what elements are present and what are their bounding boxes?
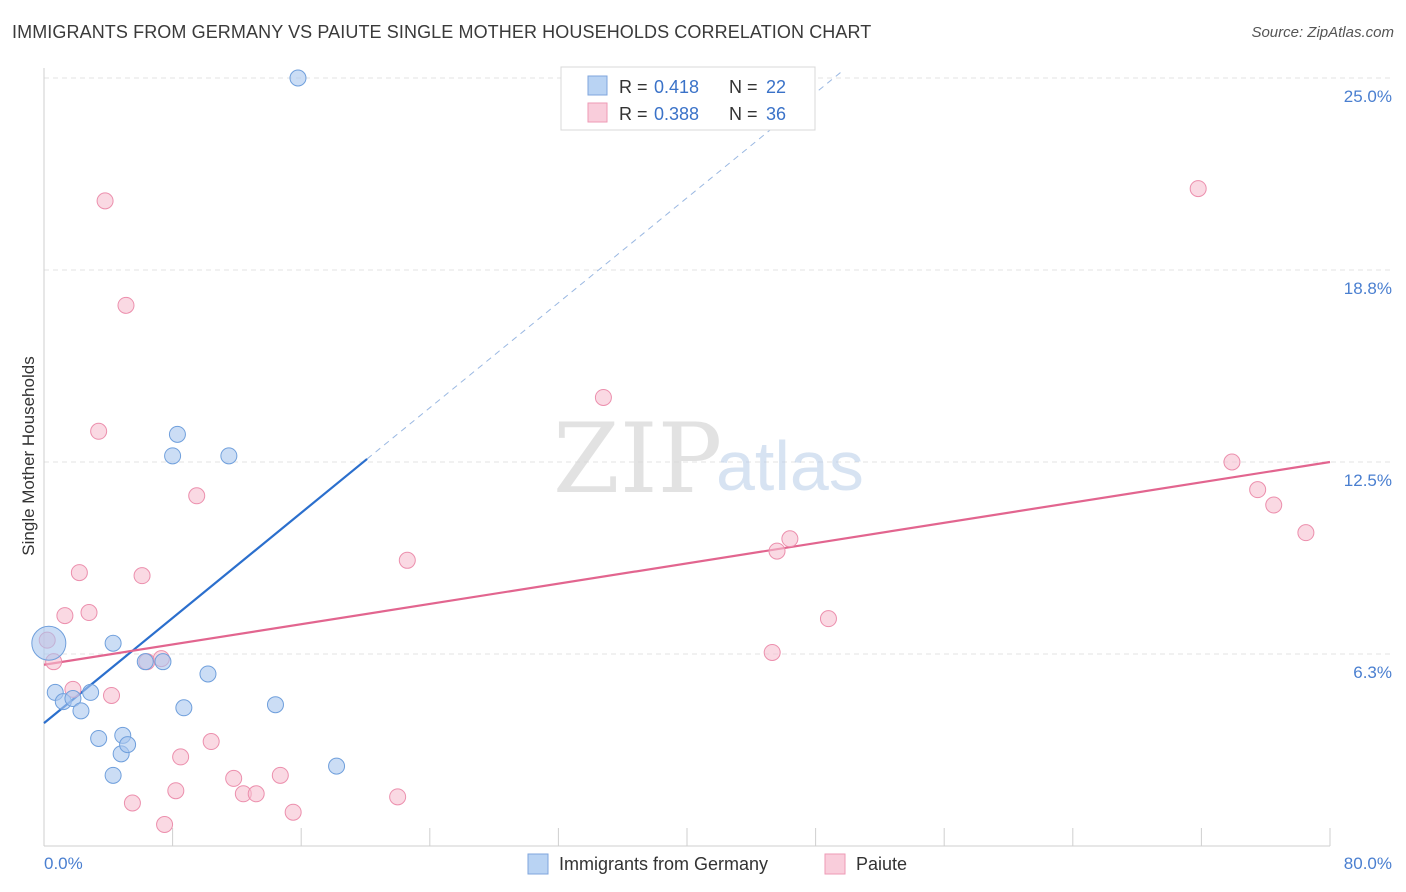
germany-point (64, 690, 82, 708)
paiute-point (1249, 481, 1267, 499)
watermark: ZIP atlas (553, 403, 864, 515)
trend-line-paiute (43, 460, 1331, 666)
legend-bottom: Immigrants from Germany Paiute (527, 853, 907, 875)
paiute-point (284, 803, 302, 821)
trend-line-germany (43, 458, 368, 724)
germany-point (175, 699, 193, 717)
paiute-point (96, 192, 114, 210)
germany-point (199, 665, 217, 683)
paiute-point (202, 733, 220, 751)
germany-point (266, 696, 284, 714)
y-tick-label: 18.8% (1344, 279, 1392, 298)
axes (43, 68, 1331, 847)
legend-n-value-germany: 22 (766, 77, 786, 97)
germany-point (72, 702, 90, 720)
germany-point (289, 69, 307, 87)
germany-point (168, 425, 186, 443)
paiute-point (133, 567, 151, 585)
x-tick-label-min: 0.0% (44, 854, 83, 873)
germany-point (82, 683, 100, 701)
germany-point (90, 729, 108, 747)
watermark-zip: ZIP (553, 403, 722, 515)
legend-r-label-germany: R = (619, 77, 648, 97)
paiute-point (188, 487, 206, 505)
paiute-point (247, 785, 265, 803)
paiute-point (1265, 496, 1283, 514)
germany-point (31, 625, 67, 661)
legend-r-label-paiute: R = (619, 104, 648, 124)
germany-point (104, 766, 122, 784)
germany-point (104, 634, 122, 652)
paiute-point (781, 530, 799, 548)
paiute-point (389, 788, 407, 806)
germany-point (154, 653, 172, 671)
bottom-legend-swatch-germany (527, 853, 549, 875)
paiute-point (819, 610, 837, 628)
paiute-point (90, 422, 108, 440)
paiute-point (70, 564, 88, 582)
germany-point (164, 447, 182, 465)
germany-point (220, 447, 238, 465)
paiute-point (1223, 453, 1241, 471)
paiute-point (271, 766, 289, 784)
bottom-legend-label-paiute: Paiute (856, 854, 907, 874)
paiute-point (80, 604, 98, 622)
legend-n-label-paiute: N = (729, 104, 758, 124)
paiute-point (398, 551, 416, 569)
germany-point (136, 653, 154, 671)
paiute-point (594, 388, 612, 406)
trend-lines (43, 71, 1331, 724)
germany-point (119, 736, 137, 754)
y-tick-label: 6.3% (1353, 663, 1392, 682)
paiute-point (123, 794, 141, 812)
trend-line-germany-extension (366, 71, 842, 460)
legend-n-label-germany: N = (729, 77, 758, 97)
watermark-atlas: atlas (716, 427, 864, 505)
paiute-point (1189, 180, 1207, 198)
legend-top: R = 0.418 N = 22 R = 0.388 N = 36 (560, 66, 816, 131)
bottom-legend-swatch-paiute (824, 853, 846, 875)
legend-swatch-germany (587, 75, 608, 96)
germany-point (328, 757, 346, 775)
paiute-point (768, 542, 786, 560)
legend-r-value-germany: 0.418 (654, 77, 699, 97)
chart-title: IMMIGRANTS FROM GERMANY VS PAIUTE SINGLE… (12, 22, 872, 42)
paiute-point (1297, 524, 1315, 542)
bottom-legend-label-germany: Immigrants from Germany (559, 854, 768, 874)
paiute-point (56, 607, 74, 625)
y-tick-labels: 6.3% 12.5% 18.8% 25.0% (1344, 87, 1392, 682)
data-points (31, 69, 1315, 833)
y-axis-title: Single Mother Households (19, 356, 38, 555)
y-tick-label: 25.0% (1344, 87, 1392, 106)
paiute-point (225, 769, 243, 787)
legend-r-value-paiute: 0.388 (654, 104, 699, 124)
x-tick-label-max: 80.0% (1344, 854, 1392, 873)
paiute-point (763, 643, 781, 661)
paiute-point (172, 748, 190, 766)
paiute-point (117, 296, 135, 314)
chart-source: Source: ZipAtlas.com (1251, 24, 1394, 41)
y-tick-label: 12.5% (1344, 471, 1392, 490)
paiute-point (103, 686, 121, 704)
legend-swatch-paiute (587, 102, 608, 123)
paiute-point (167, 782, 185, 800)
paiute-point (156, 815, 174, 833)
legend-n-value-paiute: 36 (766, 104, 786, 124)
gridlines (44, 77, 1392, 655)
